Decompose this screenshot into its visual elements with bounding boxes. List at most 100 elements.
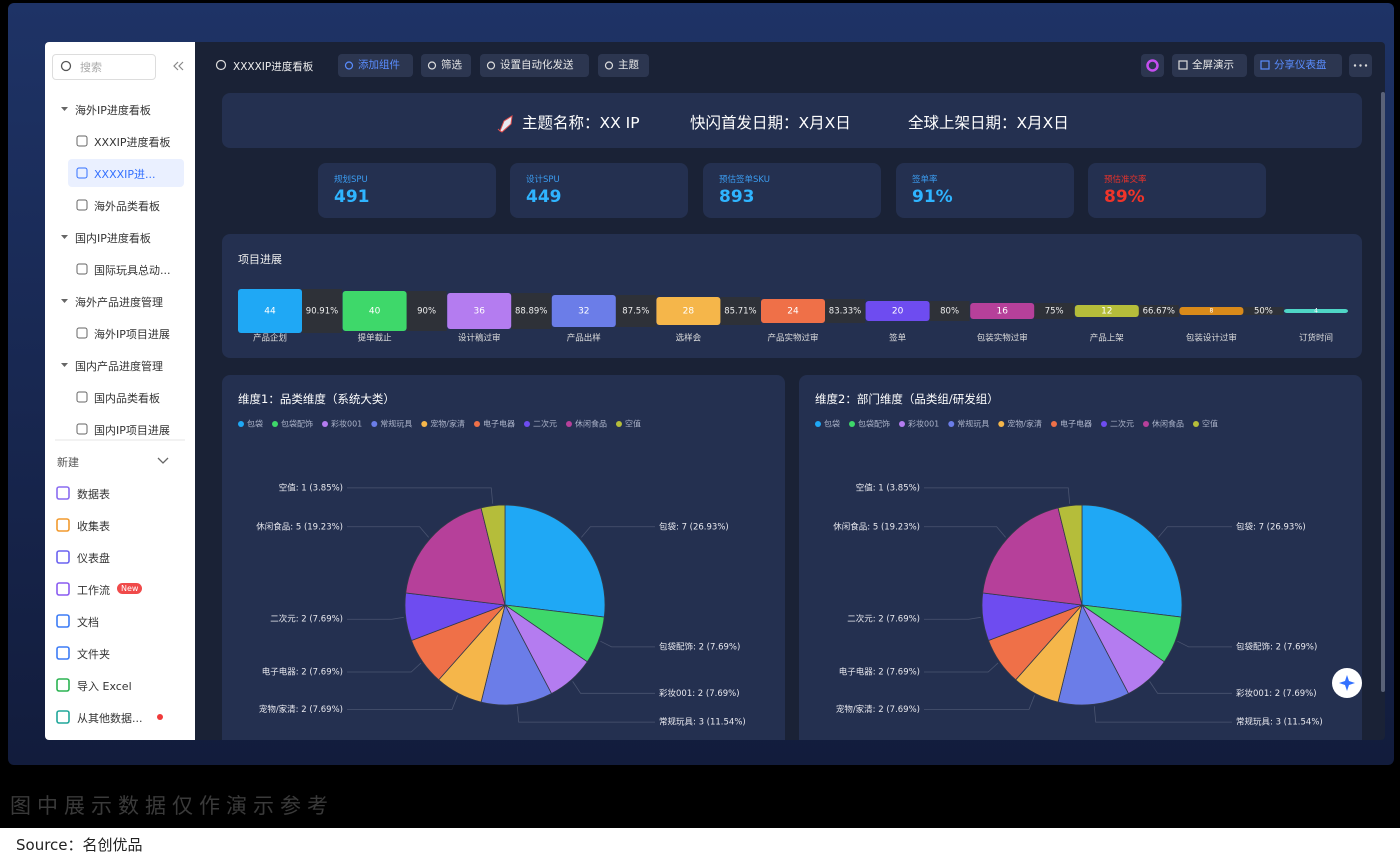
- button-icon: [344, 61, 354, 70]
- search-box[interactable]: [52, 54, 156, 80]
- search-placeholder: 搜索: [80, 61, 102, 74]
- more-dot: [1359, 64, 1362, 67]
- leader-line: [1177, 640, 1232, 648]
- sidebar-item[interactable]: 文件夹: [77, 648, 110, 661]
- leader-line: [347, 695, 458, 710]
- tree-item[interactable]: 国际玩具总动...: [94, 264, 171, 277]
- legend-label: 常规玩具: [380, 419, 412, 429]
- banner-text: 全球上架日期：X月X日: [908, 114, 1069, 132]
- toolbar-button[interactable]: 主题: [598, 54, 649, 77]
- theme-button[interactable]: [1141, 54, 1164, 77]
- conversion-rate: 85.71%: [724, 307, 756, 317]
- source: Source：名创优品: [16, 836, 143, 854]
- legend-label: 彩妆001: [331, 419, 362, 429]
- stage-bar: [761, 299, 825, 323]
- toolbar-button[interactable]: 添加组件: [338, 54, 413, 77]
- tree-icon: [76, 327, 88, 339]
- stage-value: 24: [787, 307, 799, 317]
- legend-label: 包袋配饰: [858, 419, 890, 429]
- slice-label: 宠物/家清: 2 (7.69%): [259, 704, 343, 715]
- tree-icon: [76, 199, 88, 211]
- connector: [720, 297, 761, 325]
- tree-item[interactable]: 海外IP项目进展: [94, 328, 170, 341]
- legend-dot: [238, 421, 244, 427]
- stage-label: 包装实物过审: [977, 333, 1028, 344]
- legend-dot: [1050, 421, 1057, 427]
- scrollbar: [1381, 92, 1385, 692]
- stage-bar: [447, 293, 512, 329]
- toolbar-button[interactable]: 全屏演示: [1172, 54, 1247, 77]
- pie-slice: [982, 507, 1083, 606]
- new-label[interactable]: 新建: [57, 456, 79, 469]
- leader-line: [924, 616, 981, 620]
- stage-label: 设计稿过审: [458, 333, 501, 344]
- stage-bar: [1284, 309, 1348, 313]
- kpi-card: [1088, 163, 1266, 218]
- tree-group[interactable]: 国内产品进度管理: [75, 360, 163, 373]
- toolbar-button[interactable]: 设置自动化发送: [480, 54, 589, 77]
- leader-line: [924, 526, 1006, 538]
- tree-group[interactable]: 海外产品进度管理: [75, 296, 163, 309]
- tree-item[interactable]: XXXIP进度看板: [94, 136, 171, 149]
- sidebar-item[interactable]: 文档: [77, 616, 99, 629]
- legend-dot: [1142, 421, 1149, 427]
- item-icon: [56, 486, 70, 500]
- legend-dot: [421, 421, 428, 427]
- tree-group[interactable]: 国内IP进度看板: [75, 232, 151, 245]
- item-icon: [56, 582, 70, 596]
- stage-bar: [970, 303, 1035, 319]
- slice-label: 常规玩具: 3 (11.54%): [1236, 717, 1323, 728]
- more-dot: [1353, 64, 1357, 67]
- leader-line: [1158, 526, 1232, 538]
- tree-icon: [76, 167, 88, 179]
- tree-icon: [76, 135, 88, 147]
- kpi-card: [318, 163, 496, 218]
- conversion-rate: 88.89%: [515, 307, 547, 317]
- stage-label: 包装设计过审: [1186, 333, 1237, 344]
- sidebar-item[interactable]: 收集表: [77, 520, 110, 533]
- conversion-rate: 90%: [417, 307, 436, 317]
- sidebar-item[interactable]: 仪表盘: [77, 552, 110, 565]
- legend-label: 二次元: [533, 419, 557, 429]
- tree-item[interactable]: 国内IP项目进展: [94, 424, 170, 437]
- slice-label: 空值: 1 (3.85%): [856, 482, 920, 493]
- toolbar-button[interactable]: 分享仪表盘: [1254, 54, 1342, 77]
- sidebar-item[interactable]: 导入 Excel: [77, 680, 132, 693]
- sidebar-item[interactable]: 数据表: [77, 488, 110, 501]
- sidebar-item[interactable]: 工作流: [77, 584, 110, 597]
- legend-label: 宠物/家清: [1007, 419, 1042, 429]
- slice-label: 电子电器: 2 (7.69%): [262, 667, 343, 678]
- conversion-rate: 80%: [940, 307, 959, 317]
- stage-bar: [551, 295, 616, 327]
- legend-label: 常规玩具: [957, 419, 989, 429]
- stage-bar: [1179, 307, 1244, 315]
- legend-label: 二次元: [1110, 419, 1134, 429]
- stage-label: 签单: [889, 333, 907, 344]
- caret: [61, 235, 68, 239]
- new-badge: New: [117, 583, 143, 594]
- clock-icon: [215, 59, 227, 71]
- stage-bar: [1074, 305, 1139, 317]
- legend-dot: [1100, 421, 1107, 427]
- toolbar-button[interactable]: 筛选: [421, 54, 471, 77]
- tree-item[interactable]: XXXXIP进...: [94, 168, 156, 181]
- leader-line: [516, 706, 655, 723]
- tree-item[interactable]: 国内品类看板: [94, 392, 160, 405]
- toolbar-title: XXXXIP进度看板: [233, 61, 314, 73]
- conversion-rate: 83.33%: [829, 307, 861, 317]
- legend-label: 电子电器: [1060, 419, 1092, 429]
- legend-label: 包袋配饰: [281, 419, 313, 429]
- conversion-rate: 90.91%: [306, 307, 338, 317]
- item-icon: [56, 678, 70, 692]
- kpi-value: 491: [334, 187, 370, 207]
- button-icon: [1178, 60, 1188, 70]
- leader-line: [924, 695, 1035, 710]
- leader-line: [600, 640, 655, 648]
- slice-label: 休闲食品: 5 (19.23%): [833, 521, 920, 532]
- sidebar-item[interactable]: 从其他数据...: [77, 712, 143, 725]
- legend-dot: [615, 421, 622, 427]
- conversion-rate: 66.67%: [1143, 307, 1175, 317]
- slice-label: 彩妆001: 2 (7.69%): [1236, 688, 1317, 699]
- tree-item[interactable]: 海外品类看板: [94, 200, 160, 213]
- tree-group[interactable]: 海外IP进度看板: [75, 104, 151, 117]
